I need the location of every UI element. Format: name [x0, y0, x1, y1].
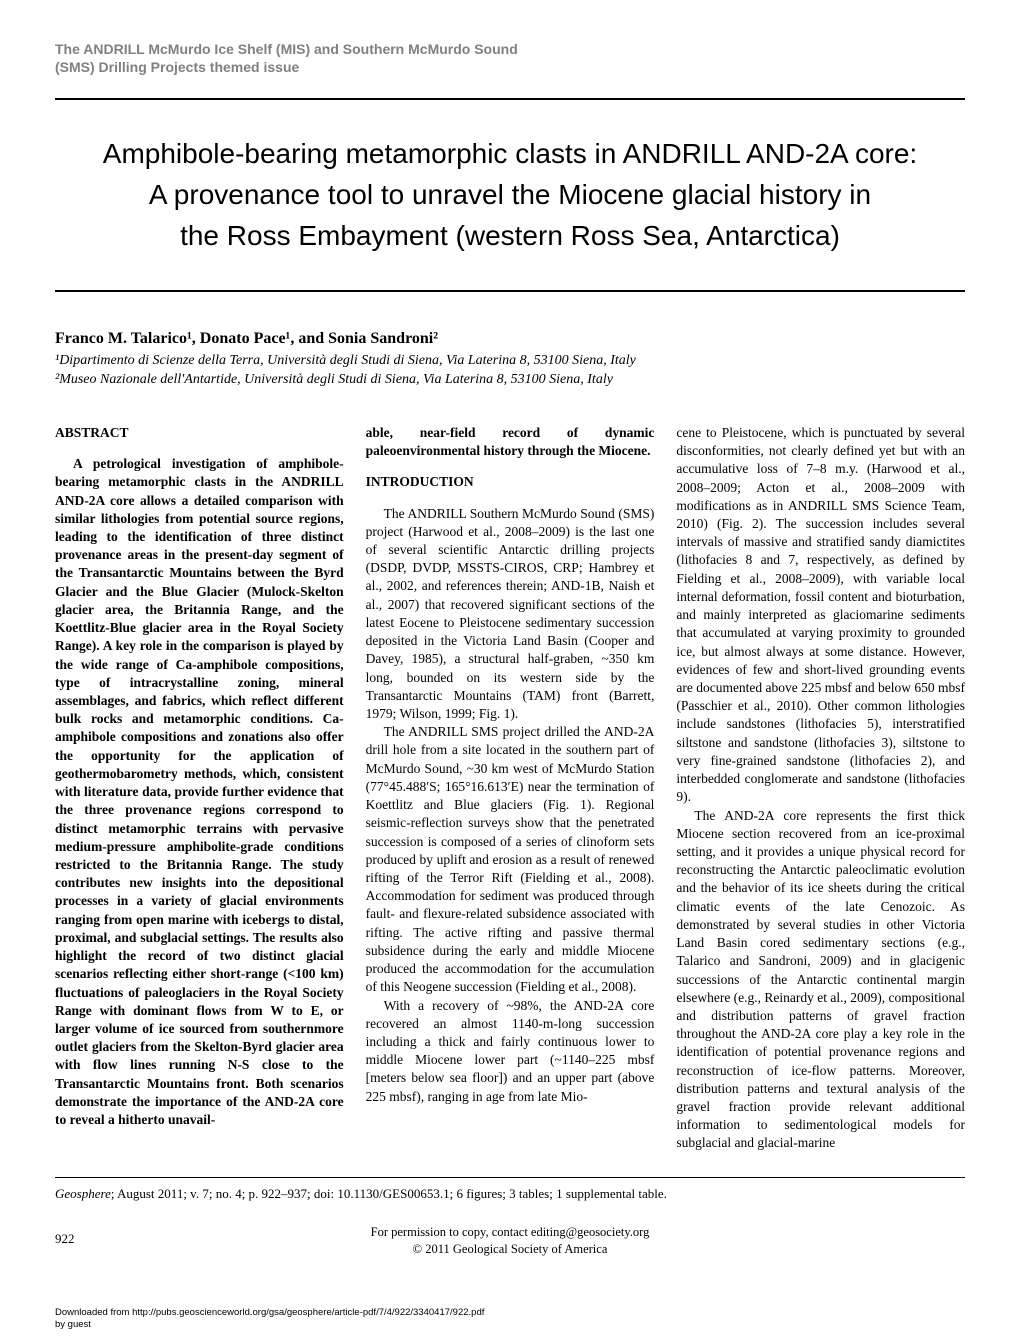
citation-line: Geosphere; August 2011; v. 7; no. 4; p. …: [55, 1186, 965, 1202]
title-line2: A provenance tool to unravel the Miocene…: [149, 179, 871, 210]
introduction-heading: INTRODUCTION: [366, 473, 655, 491]
column-3: cene to Pleistocene, which is punctuated…: [676, 424, 965, 1153]
footnote-rule: [55, 1177, 965, 1178]
article-title: Amphibole-bearing metamorphic clasts in …: [65, 134, 955, 256]
title-line1: Amphibole-bearing metamorphic clasts in …: [103, 138, 917, 169]
columns: ABSTRACT A petrological investigation of…: [55, 424, 965, 1153]
download-note: Downloaded from http://pubs.geosciencewo…: [0, 1307, 1020, 1331]
affiliation-2: ²Museo Nazionale dell'Antartide, Univers…: [55, 371, 965, 390]
abstract-paragraph: A petrological investigation of amphibol…: [55, 455, 344, 1129]
permission-line: For permission to copy, contact editing@…: [55, 1224, 965, 1242]
col3-paragraph-2: The AND-2A core represents the first thi…: [676, 807, 965, 1153]
intro-paragraph-3: With a recovery of ~98%, the AND-2A core…: [366, 997, 655, 1106]
abstract-heading: ABSTRACT: [55, 424, 344, 442]
intro-paragraph-2: The ANDRILL SMS project drilled the AND-…: [366, 723, 655, 996]
running-head-line2: (SMS) Drilling Projects themed issue: [55, 58, 965, 76]
download-line2: by guest: [55, 1319, 1020, 1331]
page-number: 922: [55, 1230, 75, 1248]
download-line1: Downloaded from http://pubs.geosciencewo…: [55, 1307, 1020, 1319]
authors-line: Franco M. Talarico¹, Donato Pace¹, and S…: [55, 330, 965, 348]
rule-top: [55, 98, 965, 100]
affiliation-1: ¹Dipartimento di Scienze della Terra, Un…: [55, 352, 965, 371]
citation-rest: ; August 2011; v. 7; no. 4; p. 922–937; …: [111, 1186, 667, 1201]
page-footer: 922 For permission to copy, contact edit…: [55, 1224, 965, 1259]
citation-journal: Geosphere: [55, 1186, 111, 1201]
copyright-line: © 2011 Geological Society of America: [55, 1241, 965, 1259]
column-2: able, near-field record of dynamic paleo…: [366, 424, 655, 1153]
intro-paragraph-1: The ANDRILL Southern McMurdo Sound (SMS)…: [366, 505, 655, 724]
abstract-continuation: able, near-field record of dynamic paleo…: [366, 424, 655, 460]
running-head-line1: The ANDRILL McMurdo Ice Shelf (MIS) and …: [55, 40, 965, 58]
page-container: The ANDRILL McMurdo Ice Shelf (MIS) and …: [0, 0, 1020, 1289]
title-line3: the Ross Embayment (western Ross Sea, An…: [180, 220, 840, 251]
column-1: ABSTRACT A petrological investigation of…: [55, 424, 344, 1153]
col3-paragraph-1: cene to Pleistocene, which is punctuated…: [676, 424, 965, 807]
running-head: The ANDRILL McMurdo Ice Shelf (MIS) and …: [55, 40, 965, 76]
rule-bottom: [55, 290, 965, 292]
